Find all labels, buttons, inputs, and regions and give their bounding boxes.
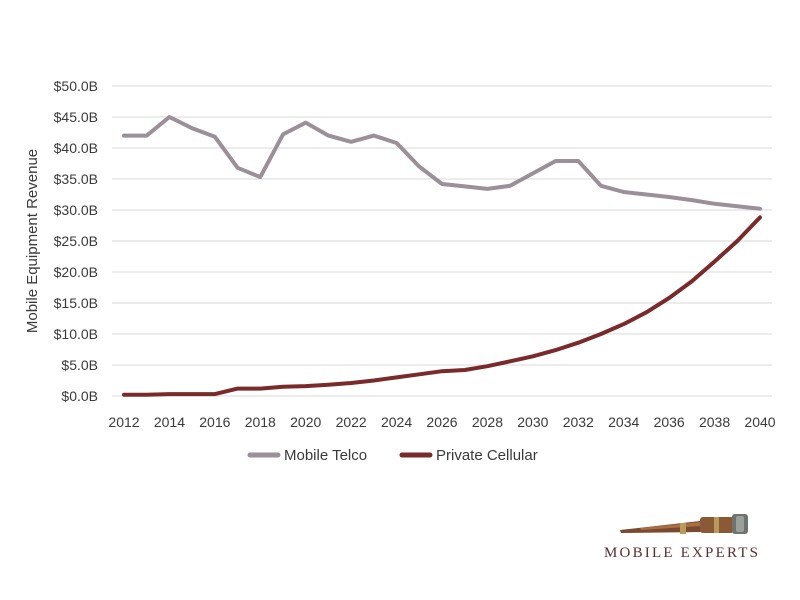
- x-tick-label: 2014: [154, 414, 185, 430]
- brand-wordmark: MOBILE EXPERTS: [604, 545, 760, 561]
- legend-item-private-cellular[interactable]: Private Cellular: [399, 447, 538, 464]
- x-axis-tick-labels: 2012 2014 2016 2018 2020 2022 2024 2026 2028 2030…: [108, 414, 775, 430]
- gridlines: [112, 85, 772, 397]
- x-tick-label: 2012: [108, 414, 139, 430]
- y-tick-label: $45.0B: [54, 109, 98, 125]
- x-tick-label: 2036: [654, 414, 685, 430]
- y-tick-label: $20.0B: [54, 264, 98, 280]
- x-tick-label: 2030: [517, 414, 548, 430]
- y-tick-label: $15.0B: [54, 295, 98, 311]
- legend-label-mobile-telco: Mobile Telco: [284, 447, 367, 464]
- legend-item-mobile-telco[interactable]: Mobile Telco: [247, 447, 367, 464]
- y-axis-title: Mobile Equipment Revenue: [24, 149, 41, 333]
- x-tick-label: 2040: [744, 414, 775, 430]
- y-tick-label: $40.0B: [54, 140, 98, 156]
- y-tick-label: $25.0B: [54, 233, 98, 249]
- legend-label-private-cellular: Private Cellular: [436, 447, 538, 464]
- x-tick-label: 2022: [336, 414, 367, 430]
- x-tick-label: 2020: [290, 414, 321, 430]
- x-tick-label: 2026: [426, 414, 457, 430]
- y-tick-label: $35.0B: [54, 171, 98, 187]
- y-tick-label: $0.0B: [61, 388, 98, 404]
- series-lines: [122, 115, 762, 397]
- series-line-mobile-telco: [122, 115, 762, 211]
- x-tick-label: 2034: [608, 414, 639, 430]
- x-tick-label: 2018: [245, 414, 276, 430]
- y-axis-tick-labels: $0.0B $5.0B $10.0B $15.0B $20.0B $25.0B $30.0B…: [54, 78, 98, 404]
- x-tick-label: 2032: [563, 414, 594, 430]
- y-tick-label: $50.0B: [54, 78, 98, 94]
- y-tick-label: $30.0B: [54, 202, 98, 218]
- y-tick-label: $10.0B: [54, 326, 98, 342]
- x-tick-label: 2038: [699, 414, 730, 430]
- x-tick-label: 2016: [199, 414, 230, 430]
- legend: Mobile Telco Private Cellular: [247, 447, 538, 464]
- x-tick-label: 2024: [381, 414, 412, 430]
- x-tick-label: 2028: [472, 414, 503, 430]
- y-tick-label: $5.0B: [61, 357, 98, 373]
- brand-logo: MOBILE EXPERTS: [604, 514, 760, 561]
- series-line-private-cellular: [122, 215, 762, 397]
- telescope-icon: [620, 514, 748, 534]
